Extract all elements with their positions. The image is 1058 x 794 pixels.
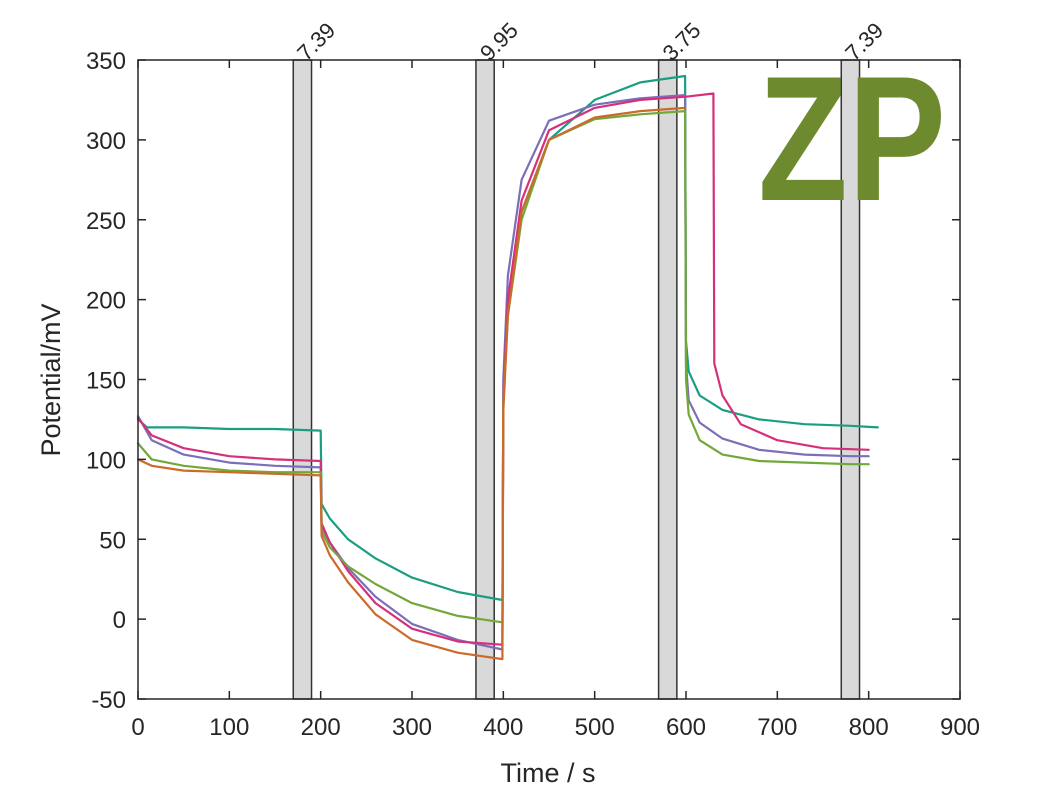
bands-layer — [292, 59, 861, 700]
band-label-2: 3.75 — [658, 18, 706, 66]
y-axis-title: Potential/mV — [36, 303, 66, 456]
y-tick-label-8: 350 — [86, 48, 126, 75]
y-tick-label-3: 100 — [86, 447, 126, 474]
y-tick-label-5: 200 — [86, 288, 126, 315]
x-tick-label-9: 900 — [940, 714, 980, 741]
x-tick-label-6: 600 — [666, 714, 706, 741]
series-line-orange — [136, 106, 687, 661]
x-tick-label-0: 0 — [131, 714, 144, 741]
y-tick-label-7: 300 — [86, 128, 126, 155]
x-tick-label-3: 300 — [392, 714, 432, 741]
x-tick-label-7: 700 — [757, 714, 797, 741]
band-1 — [475, 59, 495, 700]
band-label-1: 9.95 — [475, 18, 523, 66]
x-tick-label-8: 800 — [849, 714, 889, 741]
band-2 — [657, 59, 678, 700]
ticks-layer — [137, 59, 961, 700]
y-tick-label-0: -50 — [91, 687, 126, 714]
y-tick-label-6: 250 — [86, 208, 126, 235]
y-tick-label-1: 0 — [113, 607, 126, 634]
logo-text: ZP — [758, 39, 946, 238]
x-tick-label-4: 400 — [483, 714, 523, 741]
band-0 — [292, 59, 313, 700]
band-label-0: 7.39 — [292, 18, 340, 66]
zp-logo: ZP — [758, 39, 946, 238]
series-layer — [136, 74, 879, 661]
x-tick-label-2: 200 — [301, 714, 341, 741]
x-tick-label-5: 500 — [575, 714, 615, 741]
x-tick-label-1: 100 — [209, 714, 249, 741]
y-tick-label-4: 150 — [86, 368, 126, 395]
x-axis-title: Time / s — [500, 758, 595, 788]
y-tick-label-2: 50 — [99, 527, 126, 554]
